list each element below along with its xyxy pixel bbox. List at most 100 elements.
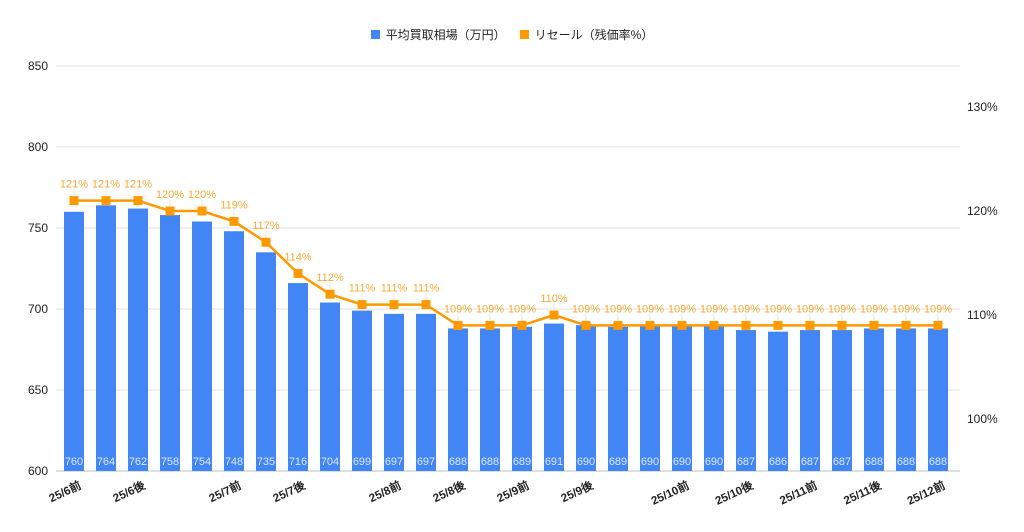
line-marker <box>805 320 815 330</box>
bar-value-label: 688 <box>449 456 467 468</box>
right-axis-tick: 130% <box>967 100 998 114</box>
line-value-label: 120% <box>188 189 216 201</box>
bar <box>128 208 148 471</box>
line-marker <box>197 206 207 216</box>
bar-value-label: 690 <box>641 456 659 468</box>
line-value-label: 109% <box>604 303 632 315</box>
line-marker <box>645 320 655 330</box>
x-axis-tick: 25/7前 <box>207 478 244 505</box>
x-axis-tick: 25/6前 <box>47 478 84 505</box>
x-axis-tick: 25/8後 <box>431 478 468 505</box>
legend-item-line[interactable]: リセール（残価率%） <box>519 26 654 43</box>
bar <box>224 231 244 471</box>
line-marker <box>709 320 719 330</box>
bar-value-label: 735 <box>257 456 275 468</box>
bar <box>384 313 404 471</box>
line-value-label: 109% <box>860 303 888 315</box>
bar-value-label: 764 <box>97 456 115 468</box>
x-axis-tick: 25/12前 <box>905 478 948 508</box>
bar-value-label: 699 <box>353 456 371 468</box>
bar-value-label: 754 <box>193 456 211 468</box>
line-marker <box>933 320 943 330</box>
chart-legend: 平均買取相場（万円） リセール（残価率%） <box>0 26 1024 43</box>
line-value-label: 109% <box>828 303 856 315</box>
bar-value-label: 690 <box>673 456 691 468</box>
line-value-label: 121% <box>92 179 120 191</box>
line-swatch-icon <box>519 30 529 39</box>
legend-line-label: リセール（残価率%） <box>534 28 654 42</box>
line-marker <box>773 320 783 330</box>
line-value-label: 109% <box>700 303 728 315</box>
x-axis-tick: 25/7後 <box>271 478 308 505</box>
x-axis-tick: 25/10前 <box>649 478 692 508</box>
bar <box>96 205 116 471</box>
x-axis-tick: 25/10後 <box>713 478 756 508</box>
left-axis-tick: 650 <box>28 383 48 397</box>
legend-bar-label: 平均買取相場（万円） <box>385 28 506 42</box>
bar-value-label: 687 <box>801 456 819 468</box>
line-marker <box>229 216 239 226</box>
bar <box>704 325 724 471</box>
bar <box>352 310 372 471</box>
bar <box>192 221 212 471</box>
resale-line <box>74 199 938 327</box>
left-axis-tick: 800 <box>28 140 48 154</box>
line-marker <box>485 320 495 330</box>
line-marker <box>101 196 111 206</box>
line-value-label: 120% <box>156 189 184 201</box>
bar <box>448 328 468 471</box>
legend-item-bar[interactable]: 平均買取相場（万円） <box>370 26 506 43</box>
line-value-label: 109% <box>476 303 504 315</box>
x-axis-tick: 25/9前 <box>495 478 532 505</box>
left-axis-tick: 850 <box>28 59 48 73</box>
line-marker <box>837 320 847 330</box>
bar-value-label: 690 <box>577 456 595 468</box>
bar-value-label: 689 <box>513 456 531 468</box>
x-axis-tick: 25/11前 <box>777 478 819 508</box>
bar-value-label: 690 <box>705 456 723 468</box>
bar-swatch-icon <box>370 30 380 39</box>
line-marker <box>133 196 143 206</box>
line-marker <box>165 206 175 216</box>
line-marker <box>517 320 527 330</box>
line-value-label: 109% <box>572 303 600 315</box>
line-value-label: 109% <box>732 303 760 315</box>
line-marker <box>613 320 623 330</box>
line-value-label: 109% <box>764 303 792 315</box>
x-axis-tick: 25/8前 <box>367 478 404 505</box>
x-axis-tick: 25/11後 <box>841 478 883 508</box>
left-axis-tick: 600 <box>28 464 48 478</box>
bar <box>256 252 276 471</box>
bar <box>864 328 884 471</box>
line-value-label: 109% <box>636 303 664 315</box>
line-marker <box>421 300 431 310</box>
line-marker <box>869 320 879 330</box>
bar-value-label: 716 <box>289 456 307 468</box>
bar-value-label: 697 <box>417 456 435 468</box>
bar <box>64 211 84 472</box>
bar <box>512 326 532 471</box>
bar-value-label: 697 <box>385 456 403 468</box>
bar <box>608 326 628 471</box>
line-marker <box>293 268 303 278</box>
bar <box>896 328 916 471</box>
bar-value-label: 748 <box>225 456 243 468</box>
bar-value-label: 762 <box>129 456 147 468</box>
bar <box>160 215 180 471</box>
line-marker <box>325 289 335 299</box>
bar <box>928 328 948 471</box>
x-axis-tick: 25/9後 <box>559 478 596 505</box>
line-marker <box>453 320 463 330</box>
line-value-label: 110% <box>540 293 568 305</box>
bar <box>768 331 788 471</box>
bar-value-label: 688 <box>865 456 883 468</box>
left-axis-tick: 750 <box>28 221 48 235</box>
line-value-label: 111% <box>381 283 408 295</box>
right-axis-tick: 110% <box>967 308 997 322</box>
bar-value-label: 686 <box>769 456 787 468</box>
bar-value-label: 688 <box>897 456 915 468</box>
bar <box>416 313 436 471</box>
line-value-label: 111% <box>349 283 376 295</box>
